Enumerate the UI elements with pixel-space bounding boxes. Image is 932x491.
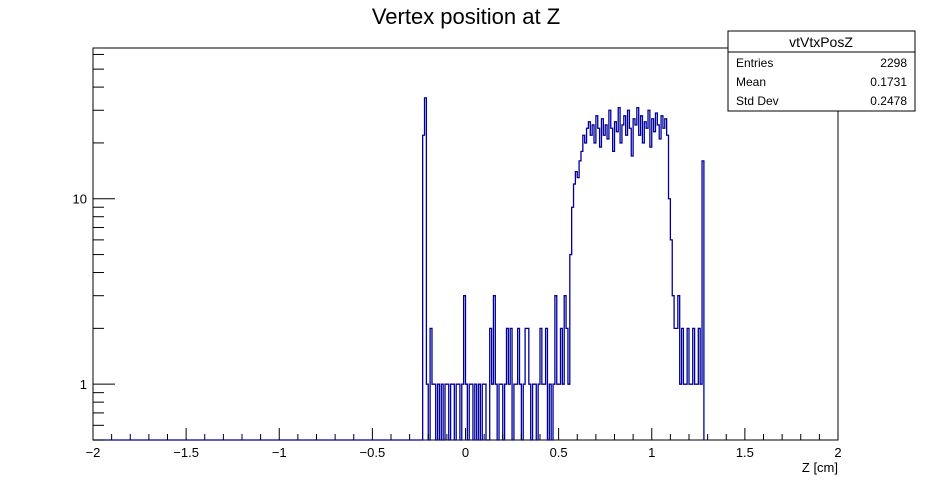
stats-stddev-label: Std Dev	[736, 94, 779, 108]
y-axis: 1 10	[73, 53, 115, 441]
stats-box-frame	[727, 30, 916, 112]
stats-mean-label: Mean	[736, 75, 766, 89]
x-tick-label: −1.5	[173, 445, 199, 460]
x-tick-label: −1	[272, 445, 287, 460]
stats-box-title: vtVtxPosZ	[789, 34, 853, 50]
x-tick-label: 0.5	[550, 445, 568, 460]
x-tick-label: −2	[86, 445, 101, 460]
x-tick-label: 2	[834, 445, 841, 460]
stats-box: vtVtxPosZ Entries 2298 Mean 0.1731 Std D…	[727, 30, 916, 112]
chart-title: Vertex position at Z	[372, 4, 560, 29]
x-axis: −2 −1.5 −1 −0.5 0 0.5 1 1.5 2	[86, 428, 842, 460]
stats-mean-value: 0.1731	[870, 75, 907, 89]
stats-entries-value: 2298	[880, 56, 907, 70]
x-tick-label: 0	[462, 445, 469, 460]
x-axis-label: Z [cm]	[802, 460, 838, 475]
histogram-series	[93, 97, 705, 441]
y-tick-label: 10	[73, 192, 87, 207]
x-tick-label: −0.5	[360, 445, 386, 460]
x-tick-label: 1.5	[736, 445, 754, 460]
y-tick-label: 1	[80, 377, 87, 392]
x-tick-label: 1	[648, 445, 655, 460]
stats-stddev-value: 0.2478	[870, 94, 907, 108]
histogram-line	[93, 97, 705, 441]
stats-entries-label: Entries	[736, 56, 773, 70]
